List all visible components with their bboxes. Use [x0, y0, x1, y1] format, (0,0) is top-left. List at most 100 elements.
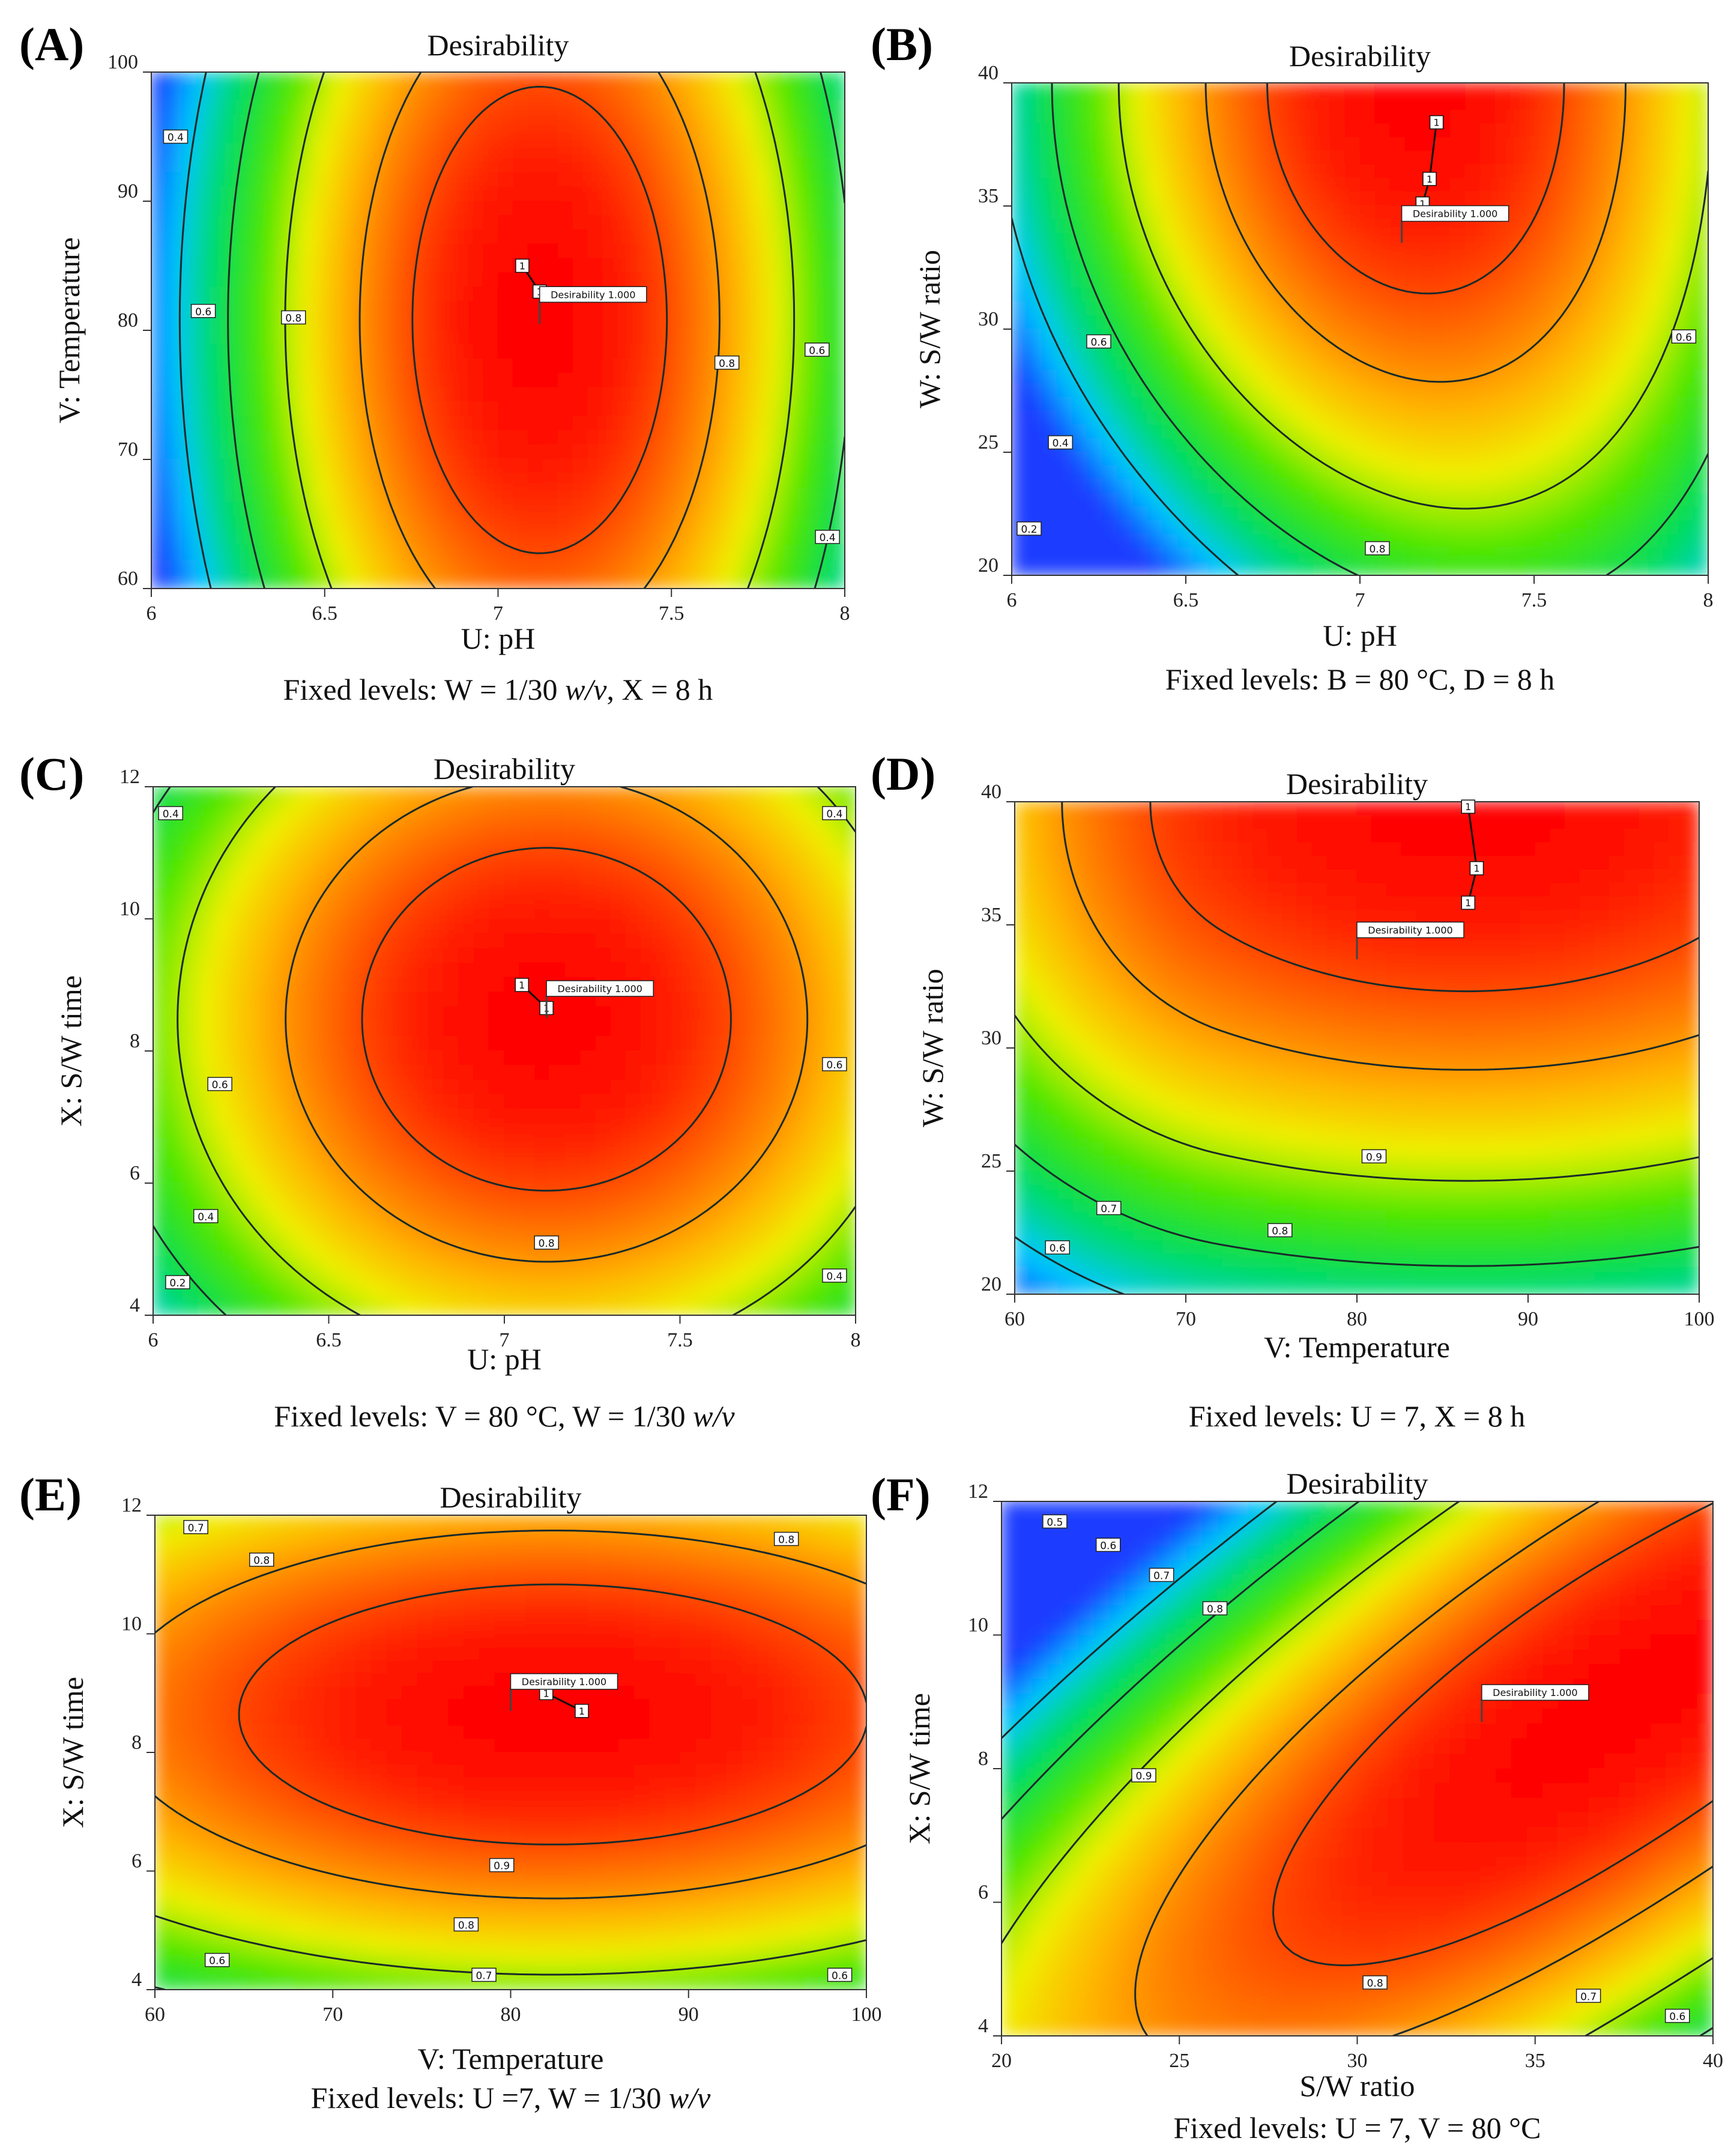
contour-label: 0.8 — [281, 310, 306, 325]
heatmap-cell — [1419, 273, 1437, 289]
heatmap-cell — [633, 473, 650, 489]
heatmap-cell — [226, 100, 243, 116]
heatmap-cell — [1132, 83, 1149, 97]
heatmap-cell — [534, 1153, 551, 1169]
heatmap-cell — [626, 889, 642, 905]
heatmap-cell — [1616, 301, 1633, 316]
heatmap-cell — [595, 1021, 612, 1037]
heatmap-cell — [1147, 178, 1164, 193]
heatmap-cell — [397, 1226, 414, 1243]
heatmap-cell — [412, 815, 429, 832]
heatmap-cell — [443, 992, 459, 1008]
heatmap-cell — [1162, 232, 1179, 248]
heatmap-cell — [1450, 246, 1467, 262]
heatmap-cell — [809, 1226, 826, 1243]
heatmap-cell — [1147, 356, 1164, 371]
heatmap-cell — [1162, 95, 1179, 111]
heatmap-cell — [829, 358, 845, 374]
heatmap-cell — [1662, 219, 1679, 234]
heatmap-cell — [1571, 438, 1588, 453]
heatmap-cell — [1283, 232, 1301, 248]
heatmap-cell — [1586, 205, 1603, 220]
heatmap-cell — [316, 157, 333, 174]
heatmap-cell — [724, 473, 740, 489]
heatmap-cell — [1012, 424, 1028, 440]
heatmap-cell — [271, 72, 288, 87]
heatmap-cell — [769, 401, 785, 417]
heatmap-cell — [213, 830, 231, 846]
heatmap-cell — [488, 801, 505, 817]
heatmap-cell — [573, 186, 590, 202]
heatmap-cell — [1571, 83, 1588, 97]
heatmap-cell — [739, 258, 755, 274]
heatmap-cell — [376, 114, 393, 130]
heatmap-cell — [336, 1021, 352, 1037]
heatmap-cell — [1616, 315, 1633, 330]
heatmap-cell — [181, 530, 198, 547]
heatmap-cell — [693, 100, 710, 116]
heatmap-cell — [1177, 479, 1194, 494]
heatmap-cell — [153, 1153, 169, 1169]
heatmap-cell — [1299, 232, 1316, 248]
heatmap-cell — [1556, 369, 1572, 385]
heatmap-cell — [1314, 83, 1331, 97]
heatmap-cell — [1071, 109, 1089, 125]
heatmap-cell — [1056, 561, 1073, 575]
heatmap-cell — [1692, 424, 1708, 440]
heatmap-cell — [611, 1167, 627, 1184]
heatmap-cell — [1435, 192, 1452, 207]
heatmap-cell — [320, 1226, 337, 1243]
heatmap-cell — [1677, 479, 1694, 494]
heatmap-cell — [633, 114, 650, 130]
heatmap-cell — [611, 801, 627, 817]
heatmap-cell — [397, 874, 414, 891]
heatmap-cell — [1344, 150, 1361, 166]
heatmap-cell — [1162, 465, 1179, 480]
heatmap-cell — [763, 1211, 780, 1228]
heatmap-cell — [717, 1035, 734, 1052]
heatmap-cell — [1480, 533, 1497, 549]
heatmap-cell — [534, 1050, 551, 1067]
heatmap-cell — [663, 387, 680, 403]
heatmap-cell — [1404, 396, 1421, 412]
heatmap-cell — [1012, 465, 1028, 480]
heatmap-cell — [1147, 519, 1164, 535]
heatmap-cell — [1586, 150, 1603, 166]
heatmap-cell — [271, 243, 288, 259]
heatmap-cell — [286, 559, 303, 575]
heatmap-cell — [702, 1285, 719, 1301]
heatmap-cell — [1647, 492, 1664, 508]
heatmap-cell — [603, 459, 620, 474]
heatmap-cell — [422, 459, 439, 474]
heatmap-cell — [211, 459, 228, 474]
heatmap-cell — [274, 1006, 291, 1023]
heatmap-cell — [814, 416, 830, 432]
heatmap-cell — [702, 947, 719, 964]
heatmap-cell — [1450, 561, 1467, 575]
heatmap-cell — [784, 315, 800, 331]
heatmap-cell — [754, 358, 770, 374]
heatmap-cell — [1238, 424, 1255, 440]
heatmap-cell — [1299, 246, 1316, 262]
heatmap-cell — [286, 72, 303, 87]
heatmap-cell — [397, 1153, 414, 1169]
heatmap-cell — [512, 114, 529, 130]
heatmap-cell — [1314, 287, 1331, 303]
heatmap-cell — [693, 444, 710, 460]
heatmap-cell — [708, 330, 725, 345]
heatmap-cell — [1177, 301, 1194, 316]
heatmap-cell — [1692, 137, 1708, 152]
heatmap-cell — [557, 272, 574, 288]
heatmap-cell — [1314, 424, 1331, 440]
heatmap-cell — [1344, 396, 1361, 412]
heatmap-cell — [1616, 396, 1633, 412]
heatmap-cell — [1616, 492, 1633, 508]
heatmap-cell — [542, 143, 559, 159]
heatmap-cell — [1071, 342, 1089, 357]
heatmap-cell — [397, 815, 414, 832]
heatmap-cell — [1117, 164, 1134, 180]
heatmap-cell — [557, 545, 574, 561]
heatmap-cell — [527, 157, 544, 174]
heatmap-cell — [549, 1270, 566, 1287]
heatmap-cell — [1435, 492, 1452, 508]
